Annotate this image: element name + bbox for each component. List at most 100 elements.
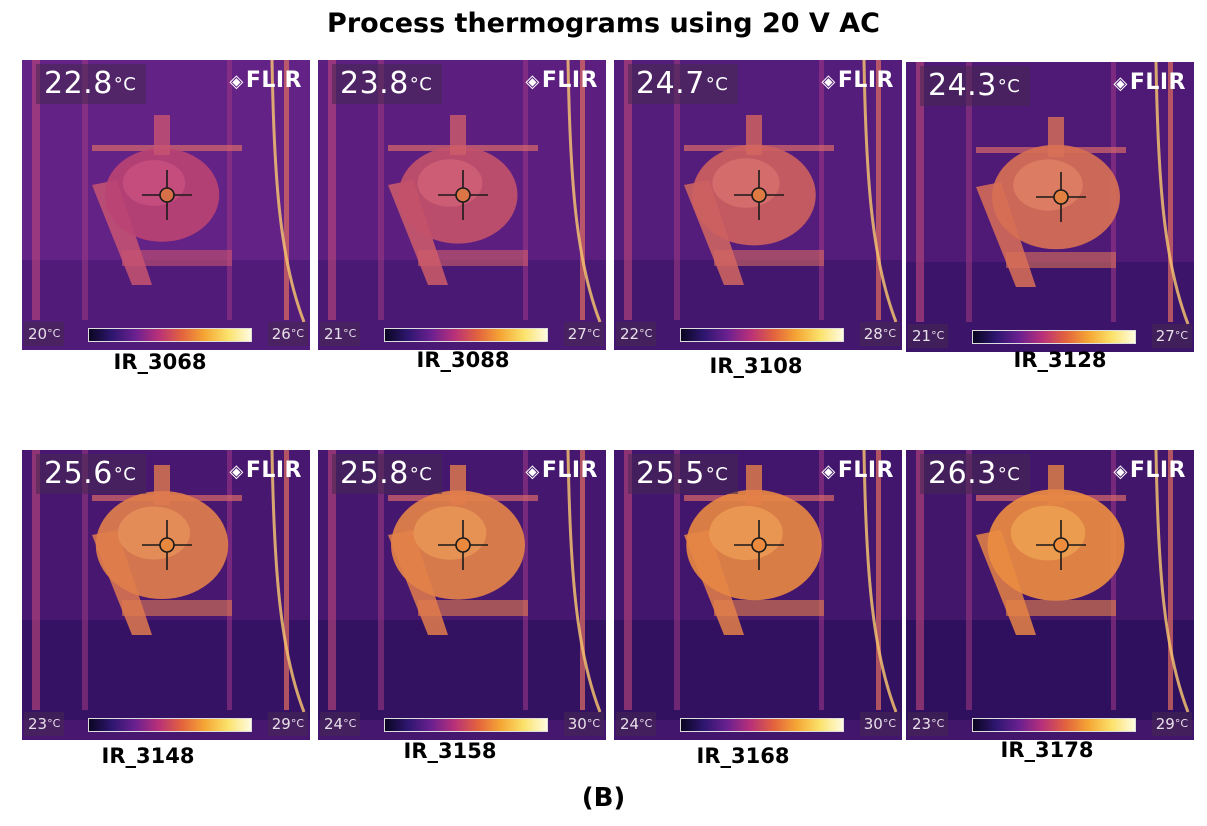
flir-diamond-icon: ◈	[1113, 73, 1128, 94]
scale-max-unit: °C	[882, 327, 896, 340]
thermogram-caption: IR_3088	[416, 348, 510, 372]
scale-min-unit: °C	[639, 717, 653, 730]
scale-max-value: 26	[271, 325, 291, 343]
scale-max-unit: °C	[882, 717, 896, 730]
flir-logo-text: FLIR	[541, 68, 598, 93]
temperature-unit: °C	[705, 464, 729, 485]
scale-max: 30°C	[859, 712, 900, 736]
scale-max-unit: °C	[290, 717, 304, 730]
thermogram-image: 25.8°C ◈FLIR 24°C 30°C	[318, 450, 606, 740]
flir-logo: ◈FLIR	[1113, 70, 1186, 95]
flir-diamond-icon: ◈	[525, 461, 540, 482]
spot-temperature-value: 24.7	[636, 66, 705, 101]
scale-min-value: 24	[324, 715, 344, 733]
spot-temperature: 25.5°C	[628, 454, 739, 494]
figure-title: Process thermograms using 20 V AC	[327, 8, 880, 39]
flir-diamond-icon: ◈	[229, 461, 244, 482]
thermogram-image: 23.8°C ◈FLIR 21°C 27°C	[318, 60, 606, 350]
scale-max: 27°C	[563, 322, 604, 346]
temperature-unit: °C	[997, 464, 1021, 485]
scale-min: 22°C	[616, 322, 657, 346]
spot-temperature-value: 24.3	[928, 68, 997, 103]
temperature-scale: 23°C 29°C	[906, 710, 1194, 740]
scale-min: 24°C	[616, 712, 657, 736]
scale-max-value: 30	[567, 715, 587, 733]
flir-diamond-icon: ◈	[1113, 461, 1128, 482]
color-scale-bar	[680, 718, 844, 732]
scale-min-unit: °C	[47, 717, 61, 730]
temperature-unit: °C	[113, 74, 137, 95]
scale-max-unit: °C	[586, 717, 600, 730]
flir-logo: ◈FLIR	[821, 458, 894, 483]
scale-max: 26°C	[267, 322, 308, 346]
spot-temperature: 24.3°C	[920, 66, 1031, 106]
scale-max: 27°C	[1151, 324, 1192, 348]
scale-min: 20°C	[24, 322, 65, 346]
color-scale-bar	[680, 328, 844, 342]
temperature-unit: °C	[409, 74, 433, 95]
temperature-scale: 24°C 30°C	[614, 710, 902, 740]
thermogram-image: 26.3°C ◈FLIR 23°C 29°C	[906, 450, 1194, 740]
scale-max-value: 27	[1155, 327, 1175, 345]
flir-diamond-icon: ◈	[229, 71, 244, 92]
scale-max-value: 29	[1155, 715, 1175, 733]
scale-min-value: 24	[620, 715, 640, 733]
scale-min-value: 23	[912, 715, 932, 733]
scale-min-value: 20	[28, 325, 48, 343]
scale-min-unit: °C	[343, 717, 357, 730]
temperature-scale: 20°C 26°C	[22, 320, 310, 350]
spot-temperature-value: 22.8	[44, 66, 113, 101]
scale-max-value: 27	[567, 325, 587, 343]
temperature-scale: 21°C 27°C	[318, 320, 606, 350]
scale-max-value: 28	[863, 325, 883, 343]
scale-max: 29°C	[1151, 712, 1192, 736]
flir-logo: ◈FLIR	[525, 458, 598, 483]
panel-label: (B)	[581, 783, 626, 813]
scale-min-unit: °C	[931, 717, 945, 730]
temperature-unit: °C	[409, 464, 433, 485]
scale-min-unit: °C	[47, 327, 61, 340]
scale-min-value: 22	[620, 325, 640, 343]
flir-diamond-icon: ◈	[525, 71, 540, 92]
thermogram-image: 24.3°C ◈FLIR 21°C 27°C	[906, 62, 1194, 352]
temperature-scale: 24°C 30°C	[318, 710, 606, 740]
scale-min-value: 23	[28, 715, 48, 733]
scale-min: 21°C	[320, 322, 361, 346]
thermogram-image: 25.5°C ◈FLIR 24°C 30°C	[614, 450, 902, 740]
flir-logo-text: FLIR	[541, 458, 598, 483]
scale-min: 23°C	[908, 712, 949, 736]
spot-temperature: 24.7°C	[628, 64, 739, 104]
temperature-scale: 22°C 28°C	[614, 320, 902, 350]
scale-max-unit: °C	[1174, 329, 1188, 342]
spot-temperature-value: 25.8	[340, 456, 409, 491]
spot-temperature: 26.3°C	[920, 454, 1031, 494]
thermogram-caption: IR_3158	[403, 739, 497, 763]
thermogram-caption: IR_3148	[101, 744, 195, 768]
spot-temperature-value: 23.8	[340, 66, 409, 101]
temperature-scale: 21°C 27°C	[906, 322, 1194, 352]
scale-min-unit: °C	[931, 329, 945, 342]
spot-temperature-value: 25.6	[44, 456, 113, 491]
spot-temperature-value: 25.5	[636, 456, 705, 491]
thermogram-caption: IR_3108	[709, 354, 803, 378]
thermogram-image: 24.7°C ◈FLIR 22°C 28°C	[614, 60, 902, 350]
thermogram-image: 25.6°C ◈FLIR 23°C 29°C	[22, 450, 310, 740]
color-scale-bar	[384, 328, 548, 342]
color-scale-bar	[972, 330, 1136, 344]
thermogram-caption: IR_3178	[1000, 738, 1094, 762]
spot-temperature-value: 26.3	[928, 456, 997, 491]
flir-logo: ◈FLIR	[821, 68, 894, 93]
thermogram-caption: IR_3168	[696, 744, 790, 768]
scale-min-unit: °C	[343, 327, 357, 340]
temperature-unit: °C	[113, 464, 137, 485]
flir-logo: ◈FLIR	[229, 458, 302, 483]
thermogram-caption: IR_3068	[113, 350, 207, 374]
flir-logo-text: FLIR	[1129, 70, 1186, 95]
flir-logo-text: FLIR	[837, 68, 894, 93]
temperature-unit: °C	[997, 76, 1021, 97]
temperature-scale: 23°C 29°C	[22, 710, 310, 740]
flir-logo: ◈FLIR	[229, 68, 302, 93]
scale-max-unit: °C	[290, 327, 304, 340]
color-scale-bar	[88, 328, 252, 342]
flir-logo-text: FLIR	[245, 68, 302, 93]
